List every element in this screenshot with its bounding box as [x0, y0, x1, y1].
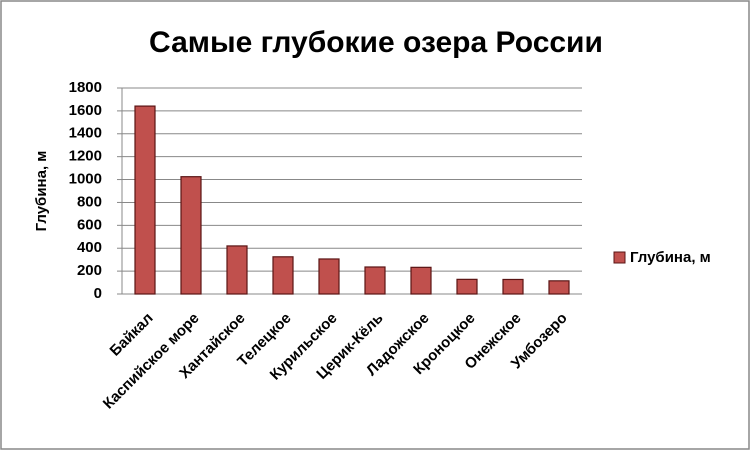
bar [134, 105, 156, 295]
bar [548, 280, 570, 295]
y-tick-label: 600 [77, 216, 102, 233]
y-tick-label: 1200 [69, 148, 102, 165]
y-tick-label: 0 [94, 285, 102, 302]
chart-title: Самые глубокие озера России [149, 26, 603, 59]
y-axis-label: Глубина, м [33, 151, 50, 232]
bar [456, 278, 478, 295]
bar [180, 176, 202, 295]
y-tick-label: 400 [77, 239, 102, 256]
y-tick-label: 1800 [69, 79, 102, 96]
y-tick-label: 1600 [69, 102, 102, 119]
bar [318, 258, 340, 295]
y-tick-label: 1400 [69, 125, 102, 142]
bar [502, 278, 524, 295]
bar [226, 245, 248, 295]
y-tick-label: 1000 [69, 171, 102, 188]
legend-label: Глубина, м [630, 249, 711, 266]
legend-swatch [613, 251, 626, 264]
y-tick-label: 800 [77, 193, 102, 210]
bar [364, 266, 386, 295]
bar [272, 256, 294, 295]
y-tick-label: 200 [77, 262, 102, 279]
bar [410, 266, 432, 295]
